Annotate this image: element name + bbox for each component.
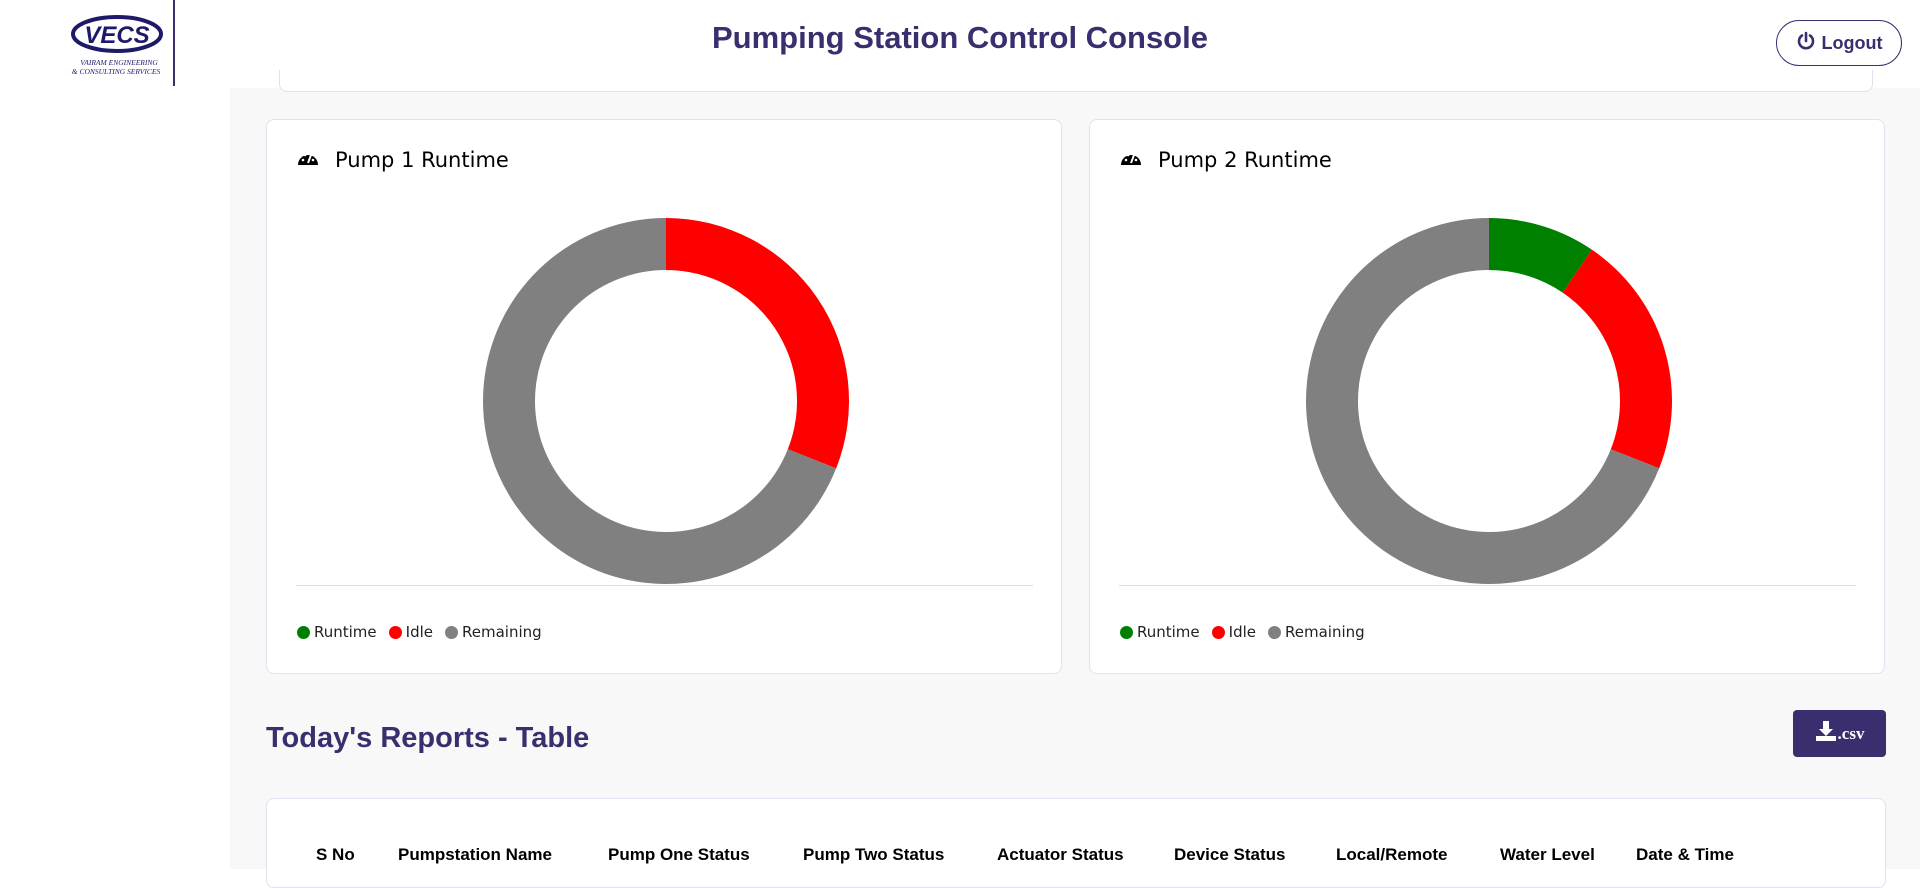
legend-item-idle[interactable]: Idle — [1211, 623, 1256, 641]
card-title: Pump 2 Runtime — [1158, 148, 1332, 172]
legend-label: Idle — [1228, 623, 1256, 641]
donut-slice-idle — [1562, 249, 1672, 469]
legend-item-runtime[interactable]: Runtime — [297, 623, 377, 641]
gauge-icon — [297, 148, 319, 172]
legend-label: Idle — [405, 623, 433, 641]
divider — [1119, 585, 1856, 586]
donut-slice-runtime — [1489, 218, 1592, 293]
pump-2-donut-chart — [1306, 218, 1672, 584]
csv-label: .csv — [1837, 723, 1865, 743]
donut-slice-remaining — [1306, 218, 1660, 584]
logout-label: Logout — [1821, 32, 1883, 53]
reports-title: Today's Reports - Table — [266, 722, 590, 754]
column-header[interactable]: Actuator Status — [997, 845, 1124, 864]
download-icon — [1815, 720, 1837, 747]
legend-dot — [388, 625, 402, 639]
pump-2-runtime-card: Pump 2 Runtime Runtime Idle Remaining — [1089, 119, 1885, 674]
column-header[interactable]: Local/Remote — [1336, 845, 1448, 864]
legend-label: Remaining — [462, 623, 542, 641]
chart-legend: Runtime Idle Remaining — [297, 623, 542, 641]
legend-item-remaining[interactable]: Remaining — [1268, 623, 1365, 641]
vecs-logo: VECS VAIRAM ENGINEERING & CONSULTING SER… — [66, 12, 172, 80]
legend-item-runtime[interactable]: Runtime — [1120, 623, 1200, 641]
chart-legend: Runtime Idle Remaining — [1120, 623, 1365, 641]
download-csv-button[interactable]: .csv — [1793, 710, 1886, 757]
pump-1-runtime-card: Pump 1 Runtime Runtime Idle Remaining — [266, 119, 1062, 674]
column-header[interactable]: Date & Time — [1636, 845, 1734, 864]
legend-dot — [1268, 625, 1281, 639]
column-header[interactable]: Pumpstation Name — [398, 845, 552, 864]
legend-dot — [1120, 625, 1133, 639]
legend-item-idle[interactable]: Idle — [388, 623, 433, 641]
reports-table: S No Pumpstation Name Pump One Status Pump … — [266, 798, 1886, 888]
top-card — [279, 70, 1873, 92]
legend-label: Remaining — [1285, 623, 1365, 641]
legend-dot — [445, 625, 458, 639]
column-header[interactable]: S No — [316, 845, 355, 864]
column-header[interactable]: Pump Two Status — [803, 845, 945, 864]
power-icon — [1796, 31, 1816, 56]
card-title: Pump 1 Runtime — [335, 148, 509, 172]
gauge-icon — [1120, 148, 1142, 172]
pump-1-donut-chart — [482, 218, 849, 584]
legend-label: Runtime — [1137, 623, 1200, 641]
legend-dot — [1211, 625, 1225, 639]
column-header[interactable]: Device Status — [1174, 845, 1286, 864]
logo-divider — [173, 0, 175, 86]
svg-text:& CONSULTING SERVICES: & CONSULTING SERVICES — [72, 67, 161, 76]
svg-text:VAIRAM ENGINEERING: VAIRAM ENGINEERING — [80, 58, 158, 67]
column-header[interactable]: Pump One Status — [608, 845, 750, 864]
svg-text:VECS: VECS — [84, 22, 149, 49]
divider — [296, 585, 1033, 586]
donut-slice-idle — [666, 218, 849, 469]
page-title: Pumping Station Control Console — [712, 20, 1208, 55]
donut-slice-remaining — [482, 218, 837, 584]
legend-item-remaining[interactable]: Remaining — [445, 623, 542, 641]
column-header[interactable]: Water Level — [1500, 845, 1595, 864]
legend-dot — [297, 625, 310, 639]
logout-button[interactable]: Logout — [1776, 20, 1902, 66]
legend-label: Runtime — [314, 623, 377, 641]
